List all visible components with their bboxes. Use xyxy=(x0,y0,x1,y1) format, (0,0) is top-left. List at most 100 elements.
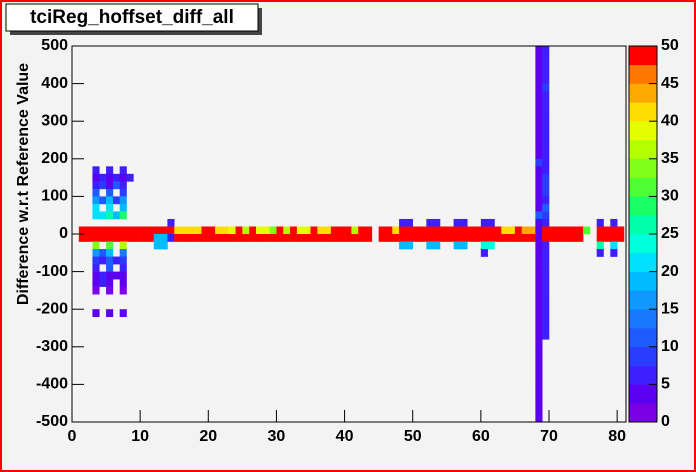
cell xyxy=(542,98,550,107)
cell xyxy=(167,218,175,227)
axes: 0 10 20 30 40 50 60 70 80-500-400-300-200-100010… xyxy=(36,37,679,445)
cell xyxy=(521,226,529,235)
z-tick-label: 35 xyxy=(661,150,679,167)
cell xyxy=(535,218,543,227)
cell xyxy=(99,181,107,190)
cell xyxy=(542,226,550,235)
cell xyxy=(112,211,120,220)
cell xyxy=(310,234,318,242)
cell xyxy=(426,241,434,250)
cell xyxy=(112,234,120,242)
cell xyxy=(119,271,127,280)
cell xyxy=(92,166,100,175)
cell xyxy=(535,151,543,160)
cell xyxy=(610,241,618,250)
cell xyxy=(535,91,543,99)
cell xyxy=(480,249,488,257)
x-tick-label: 70 xyxy=(540,428,558,445)
cell xyxy=(535,271,543,280)
cell xyxy=(119,279,127,287)
cell xyxy=(535,76,543,84)
cell xyxy=(99,173,107,182)
palette-box xyxy=(629,177,657,197)
cell xyxy=(181,234,189,242)
cell xyxy=(542,181,550,190)
cell xyxy=(535,309,543,318)
cell xyxy=(542,331,550,340)
cell xyxy=(378,234,386,242)
cell xyxy=(358,234,366,242)
cell xyxy=(501,234,509,242)
cell xyxy=(480,218,488,227)
cell xyxy=(215,226,223,235)
cell xyxy=(535,294,543,302)
cell xyxy=(426,234,434,242)
cell xyxy=(508,234,516,242)
y-tick-label: -400 xyxy=(36,376,68,393)
cell xyxy=(596,234,604,242)
cell xyxy=(276,234,284,242)
cell xyxy=(542,121,550,130)
cell xyxy=(569,234,577,242)
cell xyxy=(426,226,434,235)
cell xyxy=(535,376,543,385)
cell xyxy=(433,234,441,242)
cell xyxy=(290,234,298,242)
cell xyxy=(542,128,550,137)
cell xyxy=(412,234,420,242)
cell xyxy=(542,166,550,175)
cell xyxy=(439,234,448,242)
cell xyxy=(439,226,448,235)
cell xyxy=(542,91,550,99)
cell xyxy=(317,226,325,235)
cell xyxy=(385,234,393,242)
palette-box xyxy=(629,64,657,84)
y-axis-label: Difference w.r.t Reference Value xyxy=(15,63,32,305)
cell xyxy=(535,196,543,205)
cell xyxy=(106,226,114,235)
cell xyxy=(351,234,359,242)
cell xyxy=(535,113,543,122)
cell xyxy=(235,234,243,242)
cell xyxy=(535,234,543,242)
cell xyxy=(303,226,311,235)
cell xyxy=(153,234,161,242)
cell xyxy=(112,173,120,182)
cell xyxy=(92,241,100,250)
cell xyxy=(92,226,100,235)
y-tick-label: -200 xyxy=(36,300,68,317)
cell xyxy=(228,234,236,242)
cell xyxy=(535,249,543,257)
cell xyxy=(365,226,373,235)
cell xyxy=(99,234,107,242)
cell xyxy=(535,286,543,295)
cell xyxy=(133,234,141,242)
cell xyxy=(569,226,577,235)
cell xyxy=(276,226,284,235)
cell xyxy=(106,196,114,205)
cell xyxy=(603,234,611,242)
palette-box xyxy=(629,121,657,141)
cell xyxy=(535,414,543,422)
cell xyxy=(596,218,604,227)
cell xyxy=(160,226,168,235)
cell xyxy=(542,316,550,325)
cell xyxy=(412,226,420,235)
cell xyxy=(146,226,155,235)
y-tick-label: -500 xyxy=(36,413,68,430)
cell xyxy=(617,226,625,235)
cell xyxy=(535,301,543,310)
cell xyxy=(542,113,550,122)
cell xyxy=(535,391,543,400)
x-tick-label: 20 xyxy=(199,428,217,445)
cell xyxy=(542,106,550,114)
cell xyxy=(542,271,550,280)
cell xyxy=(433,218,441,227)
cell xyxy=(106,249,114,257)
cell xyxy=(480,226,488,235)
cell xyxy=(92,234,100,242)
z-tick-label: 30 xyxy=(661,188,679,205)
cell xyxy=(542,61,550,69)
cell xyxy=(474,226,482,235)
cell xyxy=(535,279,543,287)
